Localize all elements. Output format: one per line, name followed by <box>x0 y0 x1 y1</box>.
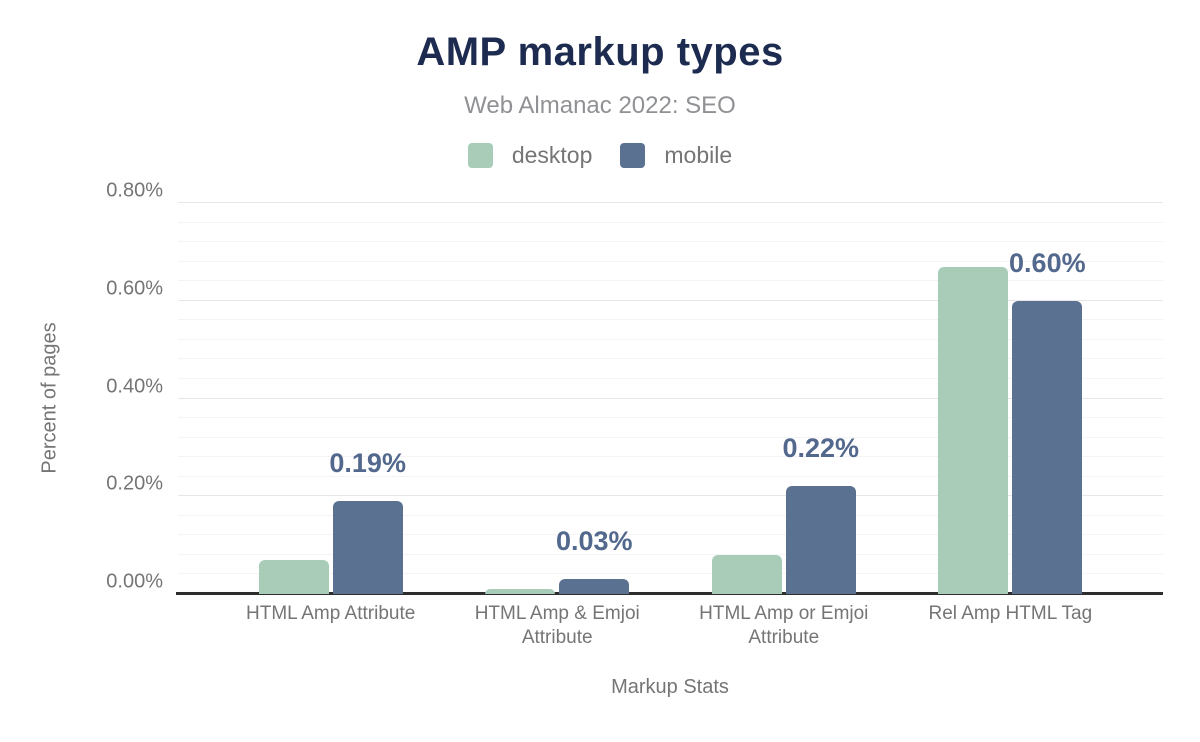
x-category-label: HTML Amp & Emjoi Attribute <box>474 603 640 648</box>
gridline-minor <box>178 436 1163 438</box>
bar-desktop-2[interactable] <box>711 554 782 594</box>
legend: desktop mobile <box>0 142 1200 169</box>
y-tick-label: 0.80% <box>106 179 163 202</box>
gridline-minor <box>178 475 1163 477</box>
bar-desktop-0[interactable] <box>258 559 329 594</box>
gridline-major <box>178 397 1163 399</box>
x-category-label: Rel Amp HTML Tag <box>928 603 1093 624</box>
legend-swatch-desktop <box>467 143 493 168</box>
x-category-label: HTML Amp Attribute <box>246 603 416 624</box>
x-category-label: HTML Amp or Emjoi Attribute <box>699 603 869 648</box>
bar-mobile-1[interactable] <box>559 579 630 594</box>
legend-item-desktop[interactable]: desktop <box>467 142 593 169</box>
gridline-minor <box>178 260 1163 262</box>
bar-mobile-2[interactable] <box>785 486 856 594</box>
chart-subtitle: Web Almanac 2022: SEO <box>464 92 736 119</box>
y-tick-label: 0.60% <box>106 277 163 300</box>
gridline-minor <box>178 573 1163 575</box>
plot-area: 0.00% 0.20% 0.40% 0.60% 0.80% 0.19% HTML Amp A… <box>106 180 1163 648</box>
bar-mobile-3[interactable] <box>1012 300 1083 594</box>
gridline-minor <box>178 377 1163 379</box>
y-tick-label: 0.00% <box>106 570 163 593</box>
gridline-minor <box>178 534 1163 536</box>
chart-title: AMP markup types <box>416 30 784 74</box>
x-axis-line <box>176 592 1163 595</box>
bar-data-label: 0.03% <box>555 526 633 557</box>
bar-data-label: 0.22% <box>782 433 860 464</box>
gridline-minor <box>178 241 1163 243</box>
gridline-minor <box>178 221 1163 223</box>
gridline-minor <box>178 358 1163 360</box>
gridline-minor <box>178 417 1163 419</box>
gridline-minor <box>178 319 1163 321</box>
y-tick-label: 0.40% <box>106 375 163 397</box>
x-axis-title: Markup Stats <box>611 676 729 698</box>
legend-swatch-mobile <box>620 143 646 168</box>
gridline-minor <box>178 514 1163 516</box>
gridline-minor <box>178 338 1163 340</box>
bar-desktop-3[interactable] <box>938 266 1009 594</box>
legend-item-mobile[interactable]: mobile <box>620 142 732 169</box>
gridline-major <box>178 299 1163 301</box>
legend-label: desktop <box>511 142 593 168</box>
gridline-major <box>178 495 1163 497</box>
bar-data-label: 0.60% <box>1009 247 1086 278</box>
bar-mobile-0[interactable] <box>332 501 403 594</box>
gridline-minor <box>178 280 1163 282</box>
gridline-minor <box>178 553 1163 555</box>
bar-desktop-1[interactable] <box>485 589 556 594</box>
bar-data-label: 0.19% <box>329 448 406 479</box>
y-tick-label: 0.20% <box>106 472 163 495</box>
gridline-major <box>178 202 1163 203</box>
y-axis-title: Percent of pages <box>38 322 61 474</box>
legend-label: mobile <box>664 142 733 168</box>
gridline-minor <box>178 456 1163 458</box>
